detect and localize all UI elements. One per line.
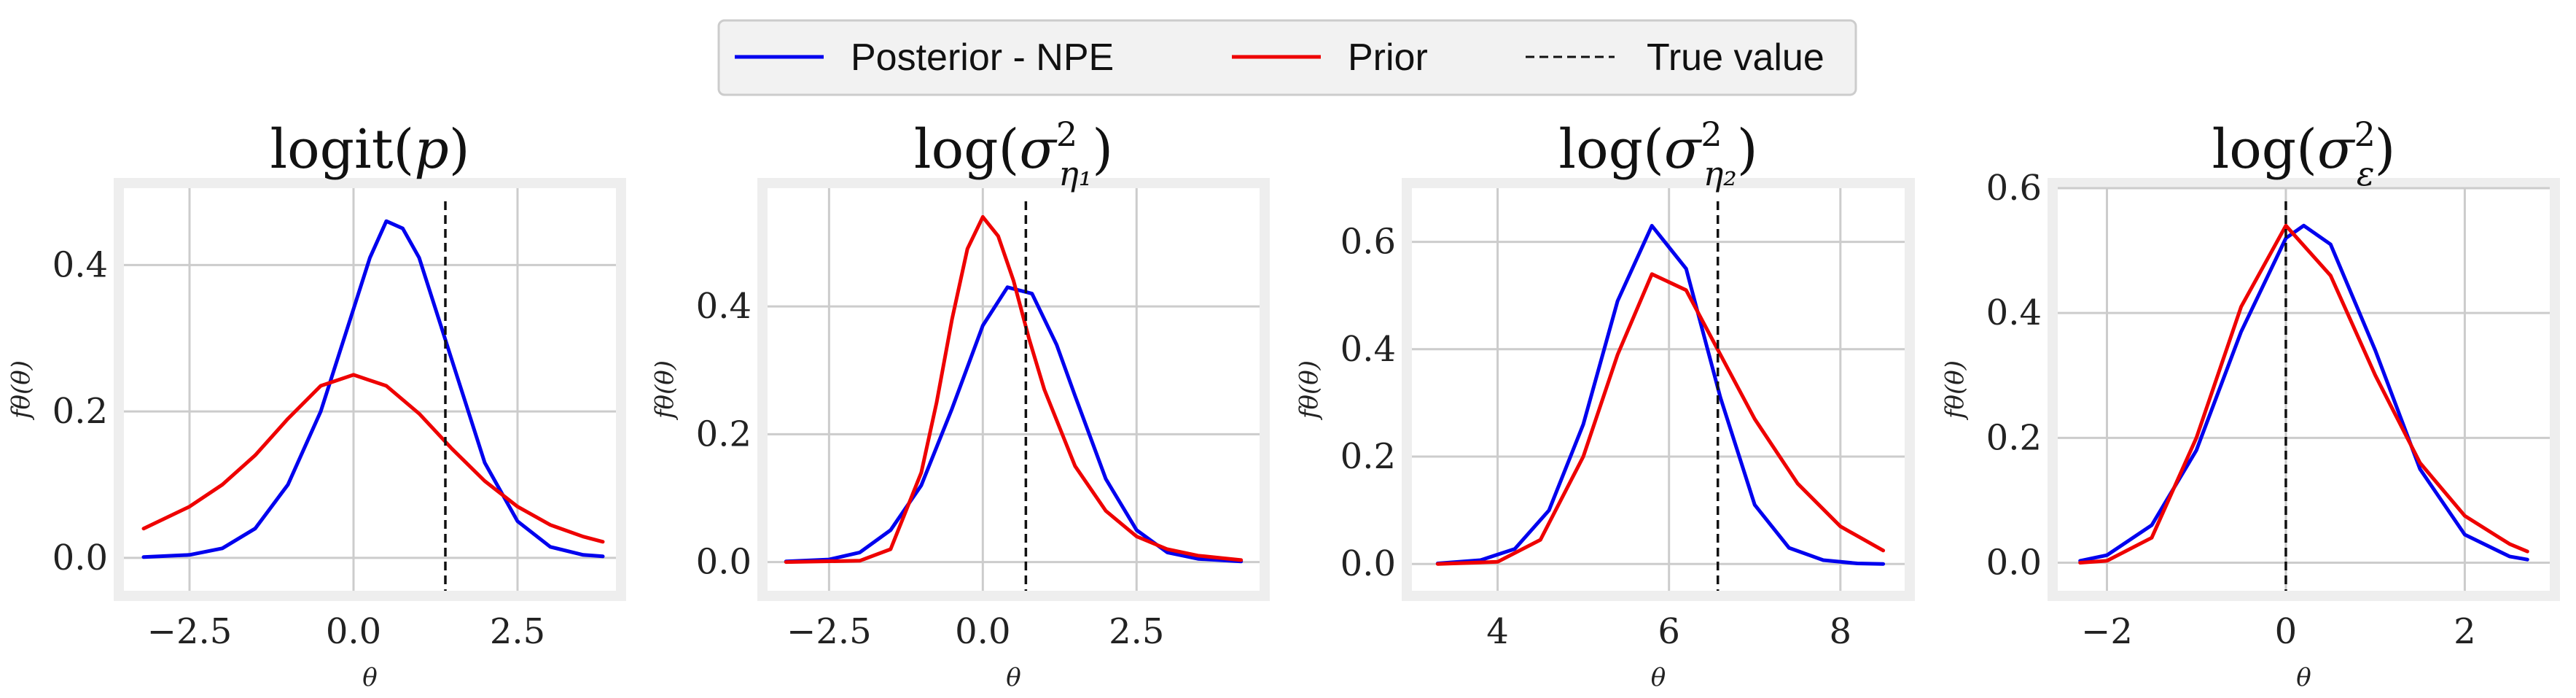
- x-tick-label: −2.5: [787, 611, 872, 652]
- plot-area: [2048, 178, 2560, 601]
- x-axis-label: θ: [1006, 663, 1020, 692]
- y-tick-label: 0.6: [1340, 222, 1396, 263]
- x-tick-label: −2.5: [147, 611, 233, 652]
- y-tick-label: 0.0: [1986, 542, 2042, 583]
- y-tick-label: 0.2: [52, 391, 108, 432]
- x-tick-label: 0.0: [326, 611, 381, 652]
- panel-2: −2.5 0.0 2.5 0.0 0.2 0.4 θ fθ(θ) log(σ2 η₁): [650, 115, 1270, 692]
- prior-line: [2078, 223, 2529, 565]
- panels: −2.5 0.0 2.5 0.0 0.2 0.4 θ fθ(θ) logit(p) −2.5 0.0…: [7, 115, 2560, 692]
- y-tick-label: 0.4: [696, 286, 752, 327]
- y-tick-label: 0.0: [1340, 543, 1396, 584]
- y-tick-label: 0.2: [1340, 436, 1396, 477]
- panel-title: log(σ2 η₁): [914, 115, 1113, 193]
- x-tick-label: 2.5: [1109, 611, 1164, 652]
- y-tick-label: 0.4: [1986, 292, 2042, 333]
- y-tick-label: 0.4: [1340, 329, 1396, 370]
- legend-label-true-value: True value: [1647, 36, 1824, 79]
- panel-title: log(σ2 ε): [2212, 115, 2396, 193]
- y-axis-label: fθ(θ): [650, 360, 679, 421]
- x-axis-label: θ: [362, 663, 377, 692]
- x-axis-label: θ: [1651, 663, 1666, 692]
- x-tick-label: 0: [2275, 611, 2298, 652]
- y-tick-label: 0.6: [1986, 168, 2042, 209]
- plot-area: [114, 178, 626, 601]
- prior-line: [141, 373, 605, 544]
- x-tick-label: 8: [1830, 611, 1852, 652]
- posterior-line: [141, 219, 605, 559]
- panel-1: −2.5 0.0 2.5 0.0 0.2 0.4 θ fθ(θ) logit(p): [7, 118, 626, 692]
- x-tick-label: −2: [2081, 611, 2133, 652]
- panel-title: logit(p): [270, 118, 469, 181]
- posterior-line: [2078, 223, 2529, 563]
- y-axis-label: fθ(θ): [1295, 360, 1324, 421]
- y-tick-label: 0.2: [1986, 417, 2042, 458]
- panel-title: log(σ2 η₂): [1558, 115, 1757, 193]
- legend-label-prior: Prior: [1348, 36, 1428, 79]
- panel-3: 4 6 8 0.0 0.2 0.4 0.6 θ fθ(θ) log(σ2 η₂): [1295, 115, 1915, 692]
- x-tick-label: 2.5: [490, 611, 545, 652]
- x-axis-label: θ: [2296, 663, 2311, 692]
- y-axis-label: fθ(θ): [7, 360, 36, 421]
- prior-line: [1435, 272, 1886, 566]
- legend-label-posterior: Posterior - NPE: [851, 36, 1114, 79]
- x-tick-label: 4: [1486, 611, 1509, 652]
- plot-area: [1402, 178, 1915, 601]
- panel-4: −2 0 2 0.0 0.2 0.4 0.6 θ fθ(θ) log(σ2 ε): [1940, 115, 2560, 692]
- y-tick-label: 0.0: [52, 538, 108, 578]
- legend: Posterior - NPE Prior True value: [717, 19, 1857, 96]
- x-tick-label: 0.0: [955, 611, 1010, 652]
- y-tick-label: 0.4: [52, 244, 108, 285]
- x-tick-label: 2: [2454, 611, 2476, 652]
- x-tick-label: 6: [1658, 611, 1680, 652]
- posterior-line: [1435, 224, 1886, 566]
- y-tick-label: 0.2: [696, 414, 752, 454]
- plot-area: [757, 178, 1270, 601]
- y-axis-label: fθ(θ): [1940, 360, 1970, 421]
- y-tick-label: 0.0: [696, 542, 752, 583]
- prior-line: [784, 214, 1244, 565]
